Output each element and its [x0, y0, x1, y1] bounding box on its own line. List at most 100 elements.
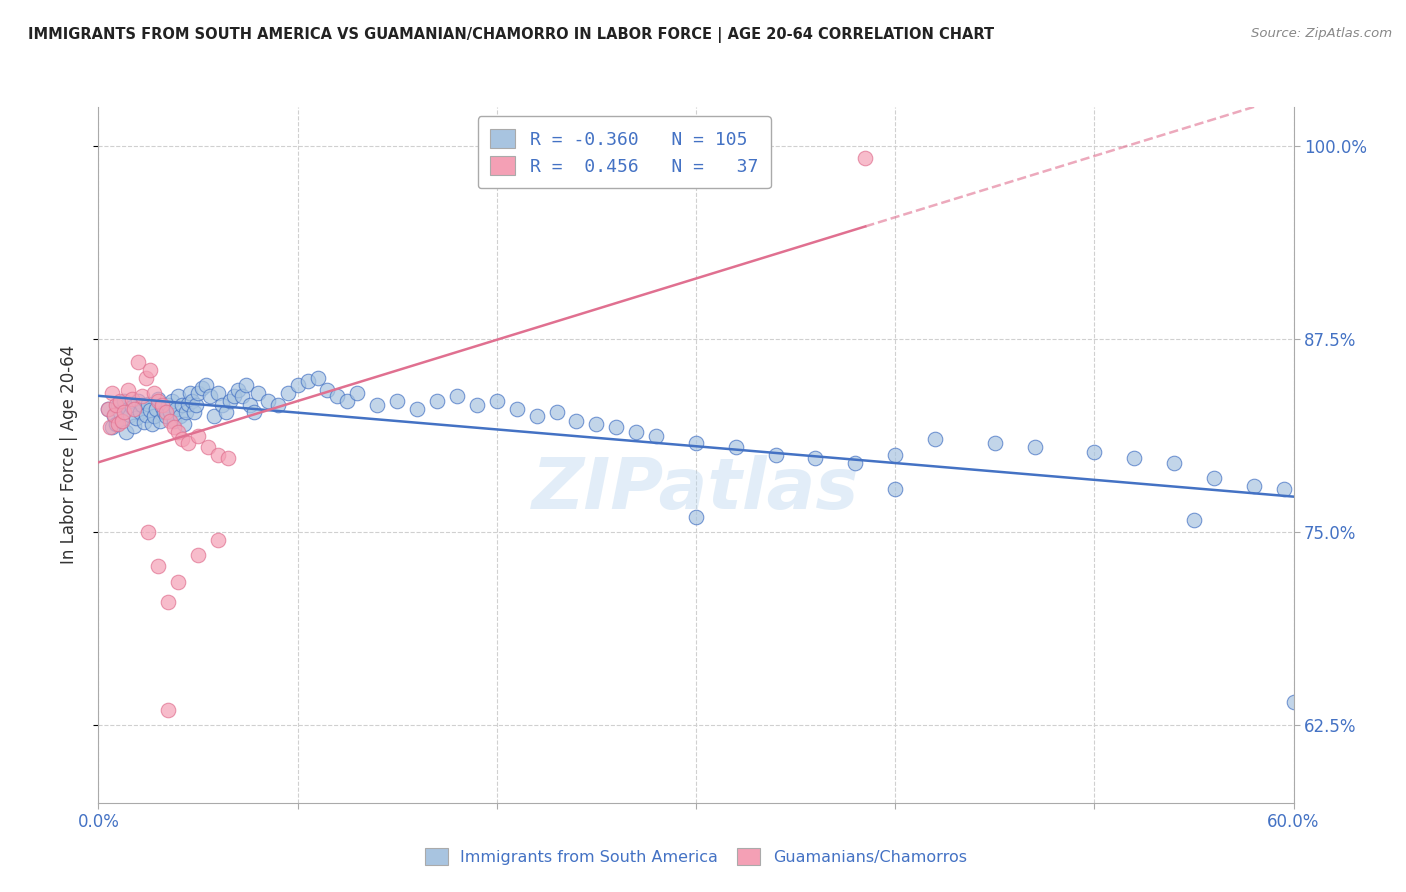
Point — [150, 399, 173, 413]
Point — [1202, 471, 1225, 485]
Point — [724, 440, 747, 454]
Point — [336, 393, 359, 408]
Point — [135, 370, 157, 384]
Point — [100, 420, 122, 434]
Point — [1182, 513, 1205, 527]
Point — [174, 404, 197, 418]
Point — [105, 399, 128, 413]
Point — [107, 417, 129, 431]
Point — [1024, 440, 1046, 454]
Point — [159, 404, 181, 418]
Point — [307, 370, 329, 384]
Point — [211, 399, 233, 413]
Point — [685, 435, 707, 450]
Point — [191, 381, 214, 395]
Point — [326, 389, 349, 403]
Point — [844, 456, 866, 470]
Point — [143, 409, 166, 424]
Point — [187, 429, 209, 443]
Point — [485, 393, 508, 408]
Point — [215, 404, 238, 418]
Point — [139, 363, 162, 377]
Legend: Immigrants from South America, Guamanians/Chamorros: Immigrants from South America, Guamanian… — [416, 838, 976, 875]
Point — [565, 414, 588, 428]
Point — [1282, 695, 1305, 709]
Point — [626, 425, 648, 439]
Point — [149, 414, 172, 428]
Point — [153, 404, 176, 418]
Point — [157, 703, 180, 717]
Point — [141, 417, 163, 431]
Point — [202, 409, 225, 424]
Point — [187, 386, 209, 401]
Point — [226, 383, 249, 397]
Point — [246, 386, 269, 401]
Point — [179, 386, 201, 401]
Point — [1083, 445, 1105, 459]
Point — [160, 393, 183, 408]
Point — [853, 151, 876, 165]
Point — [148, 559, 170, 574]
Point — [143, 386, 166, 401]
Point — [117, 401, 139, 416]
Point — [169, 409, 191, 424]
Text: ZIPatlas: ZIPatlas — [533, 455, 859, 524]
Point — [277, 386, 299, 401]
Point — [685, 509, 707, 524]
Point — [107, 399, 129, 413]
Point — [465, 399, 488, 413]
Point — [127, 393, 149, 408]
Point — [884, 448, 907, 462]
Point — [984, 435, 1007, 450]
Point — [197, 440, 219, 454]
Point — [222, 389, 245, 403]
Point — [159, 414, 181, 428]
Point — [183, 404, 205, 418]
Point — [120, 408, 142, 422]
Point — [297, 374, 319, 388]
Point — [167, 389, 190, 403]
Text: IMMIGRANTS FROM SOUTH AMERICA VS GUAMANIAN/CHAMORRO IN LABOR FORCE | AGE 20-64 C: IMMIGRANTS FROM SOUTH AMERICA VS GUAMANI… — [28, 27, 994, 43]
Point — [426, 393, 449, 408]
Point — [235, 378, 257, 392]
Point — [97, 401, 120, 416]
Point — [645, 429, 668, 443]
Point — [184, 399, 207, 413]
Point — [145, 401, 167, 416]
Point — [239, 399, 262, 413]
Point — [385, 393, 409, 408]
Point — [136, 397, 159, 411]
Point — [127, 355, 149, 369]
Point — [173, 417, 195, 431]
Point — [117, 383, 139, 397]
Point — [267, 399, 290, 413]
Point — [111, 414, 134, 428]
Point — [316, 383, 339, 397]
Point — [121, 392, 143, 407]
Point — [125, 410, 148, 425]
Point — [163, 414, 186, 428]
Point — [103, 409, 125, 424]
Y-axis label: In Labor Force | Age 20-64: In Labor Force | Age 20-64 — [59, 345, 77, 565]
Point — [135, 408, 157, 422]
Point — [167, 425, 190, 439]
Point — [804, 450, 827, 465]
Point — [287, 378, 309, 392]
Point — [219, 393, 242, 408]
Point — [129, 404, 152, 418]
Point — [134, 416, 156, 430]
Point — [605, 420, 627, 434]
Point — [110, 404, 132, 418]
Point — [121, 400, 143, 414]
Point — [1272, 482, 1295, 496]
Point — [1123, 450, 1146, 465]
Point — [155, 404, 177, 418]
Point — [165, 401, 187, 416]
Point — [256, 393, 278, 408]
Point — [207, 386, 229, 401]
Point — [366, 399, 388, 413]
Point — [924, 433, 946, 447]
Point — [198, 389, 221, 403]
Point — [155, 409, 177, 424]
Point — [243, 404, 266, 418]
